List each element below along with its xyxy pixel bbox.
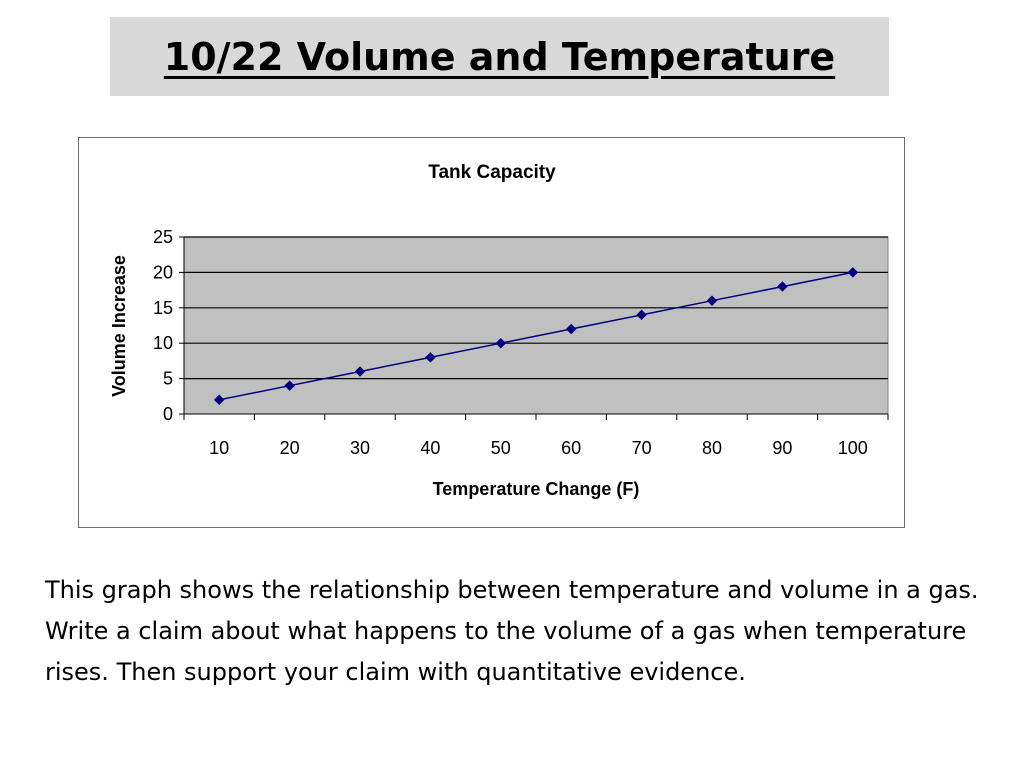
x-tick-label: 60 [561,438,581,458]
data-point [847,267,859,278]
x-tick-label: 70 [632,438,652,458]
x-tick-label: 90 [772,438,792,458]
y-tick-label: 5 [163,369,173,389]
y-tick-label: 0 [163,404,173,424]
series-line [219,271,853,401]
data-point [213,394,225,406]
axes [179,236,889,420]
data-point [565,323,577,335]
x-tick-label: 80 [702,438,722,458]
data-point [777,281,788,292]
y-tick-label: 25 [153,227,173,247]
prompt-text: This graph shows the relationship betwee… [45,576,994,686]
gridlines [184,236,888,380]
y-tick-labels: 0 5 10 15 20 25 [153,227,173,424]
chart-title: Tank Capacity [428,162,556,183]
data-markers [213,267,859,406]
x-tick-label: 40 [420,438,440,458]
data-point [495,337,507,349]
x-tick-label: 30 [350,438,370,458]
x-tick-label: 20 [280,438,300,458]
data-point [425,352,436,363]
x-tick-label: 10 [209,438,229,458]
y-axis-label: Volume Increase [109,255,129,397]
y-tick-label: 10 [153,333,173,353]
x-axis-label: Temperature Change (F) [433,479,640,499]
chart-frame: Tank Capacity 0 5 10 15 20 25 10 20 30 40 50 60 70 8… [78,137,905,528]
x-tick-labels: 10 20 30 40 50 60 70 80 90 100 [209,438,868,458]
x-tick-label: 100 [838,438,868,458]
y-tick-label: 20 [153,262,173,282]
data-point [284,380,295,392]
y-tick-label: 15 [153,298,173,318]
slide-title-box: 10/22 Volume and Temperature [110,17,889,96]
slide-title: 10/22 Volume and Temperature [163,34,836,79]
plot-area [183,236,889,415]
data-point [636,309,647,321]
chart-svg: Tank Capacity 0 5 10 15 20 25 10 20 30 40 50 60 70 8… [109,162,889,499]
data-point [706,295,718,307]
x-tick-label: 50 [491,438,511,458]
data-point [354,366,366,377]
